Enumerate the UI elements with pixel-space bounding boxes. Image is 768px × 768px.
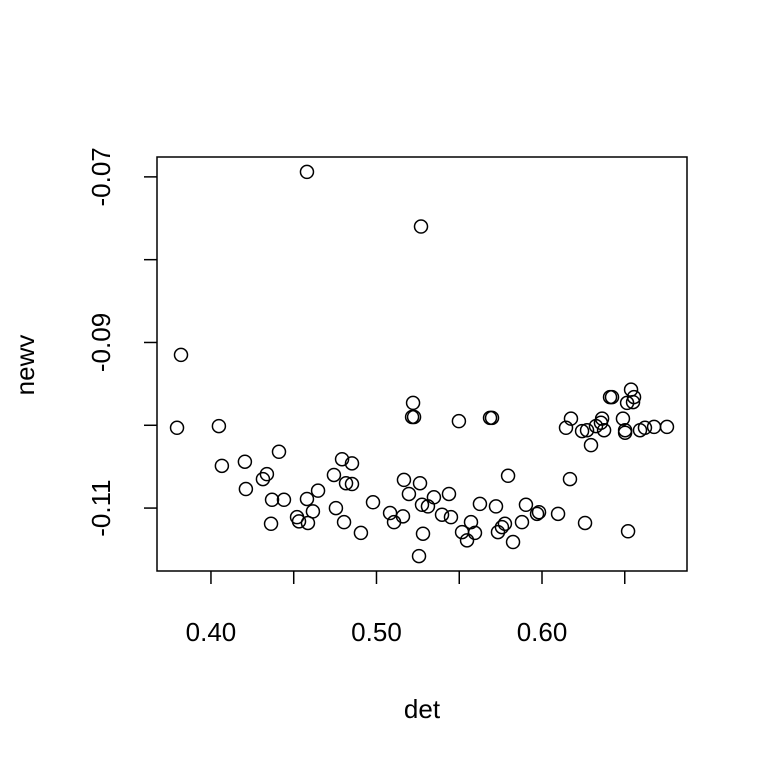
point bbox=[396, 472, 412, 488]
point bbox=[365, 495, 381, 510]
point bbox=[395, 509, 411, 524]
point bbox=[443, 509, 459, 525]
point bbox=[214, 458, 230, 474]
point bbox=[299, 491, 315, 507]
point bbox=[529, 506, 545, 522]
point bbox=[472, 496, 488, 512]
point bbox=[406, 409, 422, 425]
point bbox=[211, 418, 227, 434]
point bbox=[259, 466, 275, 482]
point bbox=[617, 422, 633, 438]
point bbox=[604, 389, 620, 405]
plot-box bbox=[156, 156, 688, 572]
point bbox=[173, 347, 189, 363]
point bbox=[263, 516, 279, 532]
point bbox=[563, 411, 579, 426]
point bbox=[579, 422, 595, 438]
point bbox=[574, 423, 590, 439]
point bbox=[415, 526, 431, 541]
point bbox=[500, 468, 516, 484]
point bbox=[271, 444, 287, 460]
point bbox=[596, 422, 612, 438]
point bbox=[550, 506, 566, 522]
point bbox=[626, 389, 642, 405]
point bbox=[494, 519, 510, 535]
x-tick-label: 0.50 bbox=[351, 617, 402, 647]
point bbox=[401, 486, 417, 502]
y-tick-label: -0.11 bbox=[86, 479, 116, 536]
point bbox=[646, 419, 662, 435]
point bbox=[413, 219, 429, 234]
y-axis-label: newv bbox=[10, 335, 40, 396]
point bbox=[291, 514, 307, 529]
point bbox=[594, 411, 610, 426]
point bbox=[334, 451, 350, 467]
point bbox=[467, 525, 483, 541]
point bbox=[583, 437, 599, 453]
x-axis-label: det bbox=[404, 694, 441, 724]
point bbox=[488, 499, 504, 514]
point bbox=[562, 471, 578, 487]
point bbox=[558, 420, 574, 436]
point bbox=[414, 497, 430, 513]
point bbox=[237, 454, 253, 469]
point bbox=[310, 483, 326, 498]
point bbox=[326, 467, 342, 483]
point bbox=[518, 497, 534, 513]
point bbox=[344, 476, 360, 492]
point bbox=[338, 475, 354, 491]
point bbox=[577, 515, 593, 531]
point bbox=[637, 420, 653, 436]
point bbox=[531, 504, 547, 520]
point bbox=[659, 419, 675, 435]
point bbox=[405, 395, 421, 411]
point bbox=[620, 524, 636, 539]
point bbox=[169, 420, 185, 436]
point bbox=[336, 514, 352, 530]
point bbox=[299, 164, 315, 180]
point bbox=[255, 471, 271, 487]
point bbox=[264, 492, 280, 508]
point bbox=[411, 548, 427, 564]
point bbox=[344, 456, 360, 471]
point bbox=[426, 490, 442, 505]
point bbox=[497, 516, 513, 532]
point bbox=[412, 475, 428, 491]
point bbox=[441, 486, 457, 502]
point bbox=[625, 394, 641, 410]
x-tick-label: 0.60 bbox=[517, 617, 568, 647]
point bbox=[505, 534, 521, 550]
y-tick-label: -0.07 bbox=[86, 147, 116, 206]
point bbox=[459, 533, 475, 548]
point bbox=[276, 492, 292, 508]
point bbox=[353, 525, 369, 541]
point bbox=[623, 382, 639, 397]
point bbox=[451, 413, 467, 429]
point bbox=[434, 507, 450, 522]
x-tick-label: 0.40 bbox=[186, 617, 237, 647]
point bbox=[328, 500, 344, 516]
point bbox=[514, 514, 530, 530]
y-tick-label: -0.09 bbox=[86, 313, 116, 372]
point bbox=[305, 504, 321, 519]
point bbox=[238, 481, 254, 497]
point bbox=[484, 410, 500, 426]
point bbox=[615, 411, 631, 426]
